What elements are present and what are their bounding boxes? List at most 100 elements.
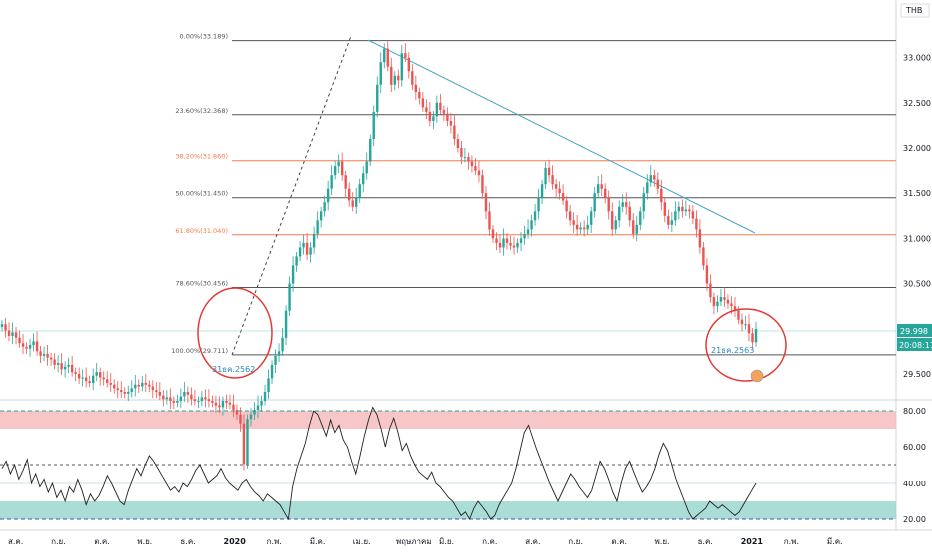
- candle: [582, 220, 586, 237]
- candle: [579, 222, 582, 234]
- candle: [32, 333, 35, 352]
- candle: [632, 213, 635, 239]
- candle: [635, 215, 638, 242]
- candle: [365, 152, 368, 180]
- candle: [653, 169, 656, 187]
- candle: [35, 331, 39, 356]
- candle: [228, 394, 232, 410]
- candle: [611, 202, 614, 236]
- price-tick-3: 31.500: [903, 189, 931, 198]
- candle: [421, 92, 425, 112]
- candle: [256, 395, 260, 419]
- time-tick-8: เม.ย.: [353, 537, 371, 546]
- rsi-tick-0: 80.00: [903, 407, 926, 416]
- candle: [390, 57, 393, 93]
- time-tick-17: 2021: [741, 537, 764, 546]
- candle: [267, 369, 270, 400]
- candle: [49, 353, 53, 366]
- candle: [123, 387, 126, 399]
- candle: [740, 313, 744, 332]
- fib-label-4: 61.80%(31.040): [175, 227, 228, 235]
- time-tick-15: พ.ย.: [655, 537, 670, 546]
- candle: [565, 195, 568, 219]
- fib-label-1: 23.60%(32.368): [175, 107, 228, 115]
- candle: [491, 224, 495, 243]
- candle: [453, 115, 456, 146]
- highlight-circle-left: [197, 287, 273, 379]
- candle: [747, 314, 751, 342]
- candle: [190, 387, 193, 406]
- candle: [386, 41, 389, 72]
- countdown-value: 20:08:11: [899, 341, 932, 350]
- candle: [393, 71, 396, 91]
- candle: [60, 353, 63, 375]
- time-tick-13: ก.ย.: [568, 537, 583, 546]
- candle: [596, 176, 600, 198]
- last-price-tag: [897, 324, 932, 337]
- candle: [670, 212, 674, 233]
- candle: [519, 232, 523, 252]
- candle: [442, 105, 446, 121]
- candle: [77, 367, 81, 384]
- candle: [411, 64, 414, 91]
- candle: [309, 242, 312, 263]
- candle: [14, 326, 18, 345]
- fib-label-5: 78.60%(30.456): [175, 280, 228, 288]
- candle: [67, 357, 70, 374]
- candle: [628, 201, 631, 227]
- candle: [688, 204, 691, 219]
- candle: [460, 140, 463, 165]
- currency-box[interactable]: [900, 3, 930, 18]
- candle: [362, 166, 365, 193]
- time-tick-0: ส.ค.: [8, 537, 23, 546]
- candle: [695, 210, 698, 238]
- candle: [400, 45, 403, 87]
- candle: [716, 295, 719, 313]
- fib-label-0: 0.00%(33.189): [180, 33, 228, 41]
- candle: [691, 204, 695, 224]
- candle: [344, 170, 347, 197]
- candle: [425, 99, 428, 120]
- candle: [684, 200, 688, 216]
- candle: [193, 390, 197, 406]
- candle: [589, 206, 593, 233]
- candle: [526, 219, 530, 239]
- candle: [516, 238, 519, 253]
- candle: [284, 305, 288, 346]
- candle: [575, 214, 579, 236]
- candle: [312, 226, 316, 254]
- candle: [379, 52, 382, 93]
- candle: [428, 101, 432, 127]
- candle: [554, 178, 558, 197]
- candle: [586, 215, 589, 235]
- candle: [646, 174, 649, 200]
- candle: [677, 201, 681, 220]
- candle: [754, 321, 758, 347]
- candle: [221, 396, 225, 416]
- price-tick-5: 30.500: [903, 280, 931, 289]
- candle: [712, 292, 716, 315]
- candle: [155, 382, 158, 399]
- candle: [263, 384, 267, 406]
- ideas-marker-icon[interactable]: [750, 369, 764, 383]
- candle: [470, 155, 474, 173]
- downtrend-line[interactable]: [367, 39, 756, 234]
- candle: [414, 75, 418, 101]
- candle: [25, 342, 28, 355]
- candle: [53, 353, 56, 370]
- candle: [316, 211, 319, 239]
- candle: [151, 380, 154, 399]
- fib-anchor-line[interactable]: [231, 35, 352, 356]
- candle: [319, 206, 323, 228]
- candle: [148, 380, 151, 392]
- candle: [239, 407, 242, 432]
- candle: [372, 105, 375, 147]
- candle: [593, 186, 596, 218]
- candle: [347, 182, 351, 207]
- candle: [274, 349, 277, 374]
- candle: [642, 186, 645, 220]
- candle: [186, 386, 190, 403]
- highlight-circle-right: [705, 308, 787, 382]
